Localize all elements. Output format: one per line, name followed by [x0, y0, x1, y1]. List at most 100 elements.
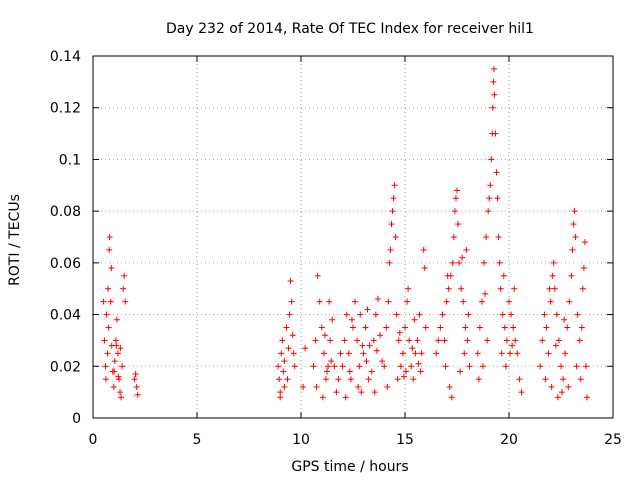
data-point: [492, 130, 499, 137]
data-point: [484, 337, 491, 344]
data-points: [100, 65, 590, 401]
data-point: [543, 324, 550, 331]
data-point: [571, 208, 578, 215]
data-point: [362, 324, 369, 331]
data-point: [547, 298, 554, 305]
data-point: [552, 342, 559, 349]
data-point: [113, 316, 120, 323]
data-point: [111, 368, 118, 375]
data-point: [112, 337, 119, 344]
data-point: [551, 285, 558, 292]
axis-ticks: 0 5 10 15 20 25 0 0.02 0.04 0.06 0.08 0.1 0.12 0.14: [50, 49, 622, 448]
data-point: [347, 376, 354, 383]
data-point: [503, 337, 510, 344]
data-point: [392, 234, 399, 240]
data-point: [372, 311, 379, 318]
data-point: [345, 350, 352, 357]
data-point: [328, 358, 335, 365]
data-point: [101, 337, 108, 344]
data-point: [542, 376, 549, 383]
data-point: [565, 383, 572, 390]
data-point: [310, 363, 317, 370]
data-point: [448, 394, 455, 401]
data-point: [104, 350, 111, 357]
data-point: [460, 298, 467, 305]
data-point: [569, 246, 576, 253]
data-point: [444, 272, 451, 279]
data-point: [466, 363, 473, 370]
data-point: [414, 337, 421, 344]
data-point: [313, 383, 320, 390]
data-point: [403, 368, 410, 375]
data-point: [435, 337, 442, 344]
data-point: [475, 376, 482, 383]
data-point: [502, 363, 509, 370]
data-point: [501, 324, 508, 331]
data-point: [400, 373, 407, 380]
data-point: [374, 296, 381, 303]
data-point: [399, 350, 406, 357]
data-point: [454, 187, 460, 194]
data-point: [321, 332, 328, 339]
data-point: [485, 208, 492, 215]
data-point: [458, 285, 465, 292]
data-point: [564, 324, 571, 331]
data-point: [445, 285, 452, 292]
data-point: [356, 363, 363, 370]
data-point: [439, 311, 446, 318]
data-point: [560, 376, 567, 383]
data-point: [409, 345, 416, 352]
data-point: [337, 350, 344, 357]
data-point: [408, 363, 415, 370]
data-point: [480, 363, 486, 370]
data-point: [549, 272, 556, 279]
x-tick-label: 15: [396, 432, 414, 448]
data-point: [116, 376, 122, 383]
data-point: [119, 363, 126, 370]
y-tick-label: 0.06: [50, 256, 81, 272]
data-point: [553, 311, 560, 318]
data-point: [388, 221, 395, 228]
data-point: [474, 350, 481, 357]
data-point: [562, 350, 569, 357]
data-point: [463, 246, 470, 253]
data-point: [490, 78, 497, 85]
data-point: [537, 363, 544, 370]
data-point: [329, 316, 336, 323]
data-point: [106, 234, 113, 240]
data-point: [103, 311, 110, 318]
data-point: [314, 272, 321, 279]
data-point: [446, 383, 453, 390]
data-point: [341, 337, 348, 344]
data-point: [377, 332, 384, 339]
data-point: [352, 298, 359, 305]
data-point: [437, 324, 444, 331]
data-point: [483, 234, 490, 240]
data-point: [550, 259, 557, 266]
data-point: [405, 285, 412, 292]
data-point: [476, 324, 483, 331]
data-point: [498, 350, 505, 357]
data-point: [464, 337, 471, 344]
data-point: [478, 298, 485, 305]
data-point: [456, 259, 463, 266]
data-point: [100, 298, 107, 305]
data-point: [584, 394, 590, 401]
data-point: [131, 376, 138, 383]
data-point: [107, 298, 114, 305]
data-point: [363, 358, 370, 365]
data-point: [327, 337, 334, 344]
y-tick-label: 0.04: [50, 308, 81, 324]
data-point: [343, 311, 350, 318]
data-point: [134, 391, 141, 398]
data-point: [115, 373, 122, 380]
x-tick-label: 0: [89, 432, 98, 448]
data-point: [386, 259, 393, 266]
chart-title: Day 232 of 2014, Rate Of TEC Index for r…: [166, 21, 534, 37]
data-point: [278, 350, 285, 357]
data-point: [322, 376, 329, 383]
data-point: [324, 368, 330, 375]
data-point: [281, 358, 288, 365]
data-point: [481, 259, 488, 266]
